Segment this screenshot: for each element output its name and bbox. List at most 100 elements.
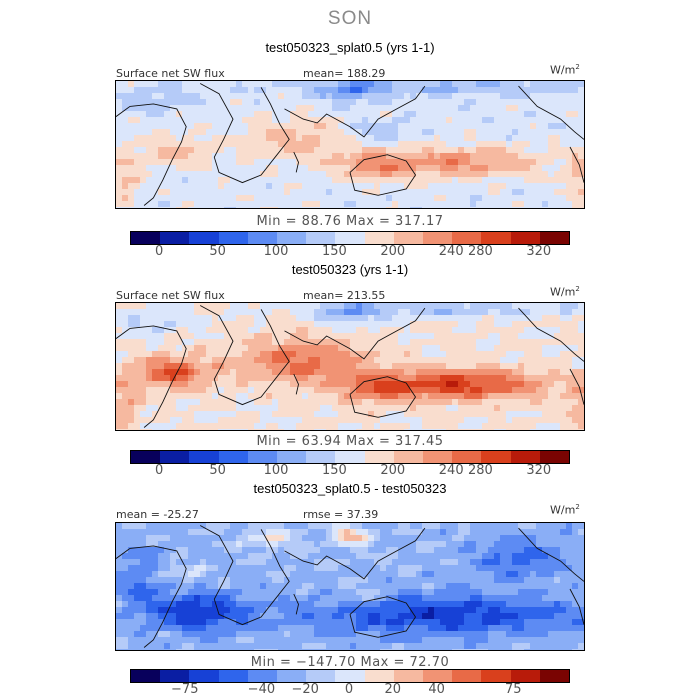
field-cell xyxy=(452,411,459,418)
field-cell xyxy=(182,583,189,590)
field-cell xyxy=(254,405,261,412)
field-cell xyxy=(248,601,255,608)
field-cell xyxy=(392,147,399,154)
coastline xyxy=(199,83,290,184)
field-cell xyxy=(218,99,225,106)
field-cell xyxy=(512,345,519,352)
field-cell xyxy=(572,315,579,322)
field-cell xyxy=(356,405,363,412)
field-cell xyxy=(260,387,267,394)
field-cell xyxy=(236,417,243,424)
field-cell xyxy=(416,613,423,620)
field-cell xyxy=(518,577,525,584)
field-cell xyxy=(218,339,225,346)
field-cell xyxy=(314,303,321,310)
field-cell xyxy=(404,123,411,130)
field-cell xyxy=(254,535,261,542)
field-cell xyxy=(434,541,441,548)
field-cell xyxy=(488,99,495,106)
field-cell xyxy=(530,577,537,584)
field-cell xyxy=(368,105,375,112)
field-cell xyxy=(146,159,153,166)
field-cell xyxy=(428,387,435,394)
field-cell xyxy=(476,547,483,554)
field-cell xyxy=(272,399,279,406)
field-cell xyxy=(200,207,207,208)
field-cell xyxy=(152,147,159,154)
field-cell xyxy=(218,369,225,376)
field-cell xyxy=(530,201,537,208)
field-cell xyxy=(206,577,213,584)
field-cell xyxy=(548,411,555,418)
field-cell xyxy=(458,351,465,358)
field-cell xyxy=(206,189,213,196)
field-cell xyxy=(572,411,579,418)
field-cell xyxy=(476,309,483,316)
field-cell xyxy=(194,81,201,88)
field-cell xyxy=(230,105,237,112)
field-cell xyxy=(284,201,291,208)
colorbar-tick-label: 100 xyxy=(263,244,289,259)
field-cell xyxy=(470,159,477,166)
field-cell xyxy=(320,429,327,430)
field-cell xyxy=(182,183,189,190)
field-cell xyxy=(464,429,471,430)
field-cell xyxy=(284,411,291,418)
field-cell xyxy=(116,351,123,358)
field-cell xyxy=(428,423,435,430)
field-cell xyxy=(128,111,135,118)
field-cell xyxy=(236,315,243,322)
field-cell xyxy=(428,369,435,376)
field-cell xyxy=(554,159,561,166)
field-cell xyxy=(278,165,285,172)
field-cell xyxy=(314,93,321,100)
field-cell xyxy=(422,189,429,196)
field-cell xyxy=(440,135,447,142)
field-cell xyxy=(404,339,411,346)
field-cell xyxy=(470,141,477,148)
field-cell xyxy=(158,387,165,394)
field-cell xyxy=(380,141,387,148)
field-cell xyxy=(158,583,165,590)
field-cell xyxy=(368,177,375,184)
field-cell xyxy=(332,613,339,620)
field-cell xyxy=(386,189,393,196)
field-cell xyxy=(446,81,453,88)
field-cell xyxy=(320,589,327,596)
field-cell xyxy=(146,207,153,208)
field-cell xyxy=(404,147,411,154)
field-cell xyxy=(494,393,501,400)
field-cell xyxy=(242,381,249,388)
field-cell xyxy=(242,559,249,566)
field-cell xyxy=(296,559,303,566)
field-cell xyxy=(350,411,357,418)
field-cell xyxy=(500,357,507,364)
field-cell xyxy=(446,201,453,208)
field-cell xyxy=(524,375,531,382)
field-cell xyxy=(554,357,561,364)
field-cell xyxy=(536,99,543,106)
field-cell xyxy=(428,345,435,352)
field-cell xyxy=(422,333,429,340)
field-cell xyxy=(158,571,165,578)
field-cell xyxy=(350,619,357,626)
field-cell xyxy=(200,111,207,118)
field-cell xyxy=(434,571,441,578)
field-cell xyxy=(314,553,321,560)
field-cell xyxy=(458,303,465,310)
field-cell xyxy=(440,541,447,548)
field-cell xyxy=(242,117,249,124)
field-cell xyxy=(392,559,399,566)
field-cell xyxy=(278,577,285,584)
field-cell xyxy=(164,177,171,184)
field-cell xyxy=(470,547,477,554)
field-cell xyxy=(284,559,291,566)
field-cell xyxy=(446,619,453,626)
field-cell xyxy=(470,619,477,626)
field-cell xyxy=(170,345,177,352)
field-cell xyxy=(422,559,429,566)
field-cell xyxy=(362,571,369,578)
field-cell xyxy=(464,631,471,638)
field-cell xyxy=(404,571,411,578)
field-cell xyxy=(362,601,369,608)
